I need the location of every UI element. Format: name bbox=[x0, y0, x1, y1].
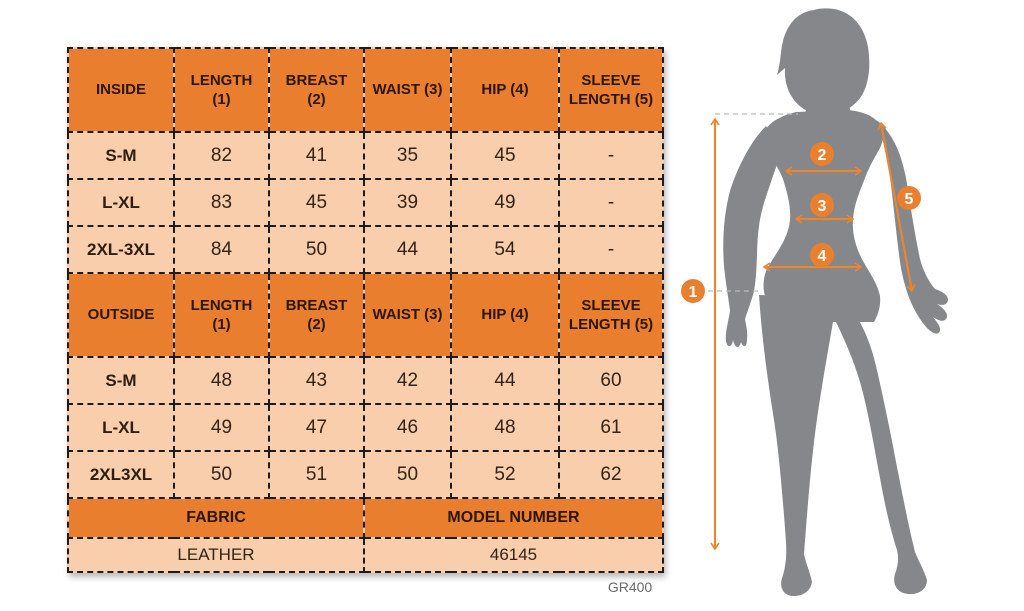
section-label-cell: OUTSIDE bbox=[67, 272, 175, 358]
column-header-cell: LENGTH (1) bbox=[173, 47, 270, 133]
measurement-value-cell: 82 bbox=[173, 131, 270, 180]
fabric-value-cell: LEATHER bbox=[67, 537, 365, 573]
footer-value-row: LEATHER 46145 bbox=[67, 537, 664, 573]
measurement-value-cell: 45 bbox=[268, 178, 365, 227]
size-label-cell: L-XL bbox=[67, 403, 175, 452]
fabric-label-cell: FABRIC bbox=[67, 497, 365, 539]
measurement-value-cell: - bbox=[558, 225, 664, 274]
measurement-value-cell: 61 bbox=[558, 403, 664, 452]
size-data-row: L-XL 83 45 39 49- bbox=[67, 178, 664, 227]
measurement-value-cell: 52 bbox=[450, 450, 560, 499]
size-data-row: S-M 82 41 35 45- bbox=[67, 131, 664, 180]
measurement-value-cell: 50 bbox=[268, 225, 365, 274]
marker-number-3: 3 bbox=[818, 198, 827, 215]
column-header-cell: HIP (4) bbox=[450, 272, 560, 358]
size-label-cell: S-M bbox=[67, 356, 175, 405]
measurement-value-cell: 42 bbox=[363, 356, 452, 405]
silhouette-left-leg bbox=[759, 295, 834, 596]
column-header-cell: HIP (4) bbox=[450, 47, 560, 133]
measure-marker-1: 1 bbox=[681, 279, 705, 303]
measurement-value-cell: 54 bbox=[450, 225, 560, 274]
column-header-cell: LENGTH (1) bbox=[173, 272, 270, 358]
silhouette-right-leg bbox=[832, 310, 927, 595]
measurement-value-cell: 44 bbox=[363, 225, 452, 274]
measurement-value-cell: 46 bbox=[363, 403, 452, 452]
size-label-cell: 2XL3XL bbox=[67, 450, 175, 499]
measurement-value-cell: 84 bbox=[173, 225, 270, 274]
marker-number-2: 2 bbox=[818, 147, 827, 164]
column-header-cell: BREAST (2) bbox=[268, 272, 365, 358]
column-header-cell: SLEEVE LENGTH (5) bbox=[558, 47, 664, 133]
size-label-cell: L-XL bbox=[67, 178, 175, 227]
measurement-value-cell: 48 bbox=[173, 356, 270, 405]
size-data-row: 2XL3XL 50 51 50 52 62 bbox=[67, 450, 664, 499]
silhouette-left-arm bbox=[723, 126, 780, 348]
measurement-value-cell: 45 bbox=[450, 131, 560, 180]
measurement-value-cell: 62 bbox=[558, 450, 664, 499]
size-label-cell: S-M bbox=[67, 131, 175, 180]
model-number-value-cell: 46145 bbox=[363, 537, 664, 573]
silhouette-hair-head bbox=[777, 8, 870, 115]
column-header-cell: WAIST (3) bbox=[363, 272, 452, 358]
measurement-value-cell: 41 bbox=[268, 131, 365, 180]
measurement-value-cell: 47 bbox=[268, 403, 365, 452]
measure-marker-5: 5 bbox=[897, 186, 921, 210]
marker-circle-5 bbox=[897, 186, 921, 210]
woman-silhouette bbox=[723, 8, 948, 596]
measurement-value-cell: 48 bbox=[450, 403, 560, 452]
size-label-cell: 2XL-3XL bbox=[67, 225, 175, 274]
size-data-row: 2XL-3XL 84 50 44 54- bbox=[67, 225, 664, 274]
column-header-cell: BREAST (2) bbox=[268, 47, 365, 133]
measurement-value-cell: 49 bbox=[450, 178, 560, 227]
measure-marker-3: 3 bbox=[810, 193, 834, 217]
marker-circle-3 bbox=[810, 193, 834, 217]
measurement-markers: 1 2 3 4 5 bbox=[681, 142, 921, 303]
measurement-value-cell: 44 bbox=[450, 356, 560, 405]
measurement-value-cell: 39 bbox=[363, 178, 452, 227]
measurement-value-cell: 50 bbox=[173, 450, 270, 499]
size-data-row: S-M 48 43 42 44 60 bbox=[67, 356, 664, 405]
section-header-row: INSIDE LENGTH (1) BREAST (2) WAIST (3) HIP (… bbox=[67, 47, 664, 133]
measure-marker-2: 2 bbox=[810, 142, 834, 166]
measurement-value-cell: - bbox=[558, 131, 664, 180]
marker-number-1: 1 bbox=[689, 284, 698, 301]
body-measurement-diagram: 1 2 3 4 5 bbox=[681, 8, 948, 596]
footer-header-row: FABRIC MODEL NUMBER bbox=[67, 497, 664, 539]
size-chart-table: INSIDE LENGTH (1) BREAST (2) WAIST (3) HIP (… bbox=[67, 47, 664, 573]
model-number-label-cell: MODEL NUMBER bbox=[363, 497, 664, 539]
measure-marker-4: 4 bbox=[810, 243, 834, 267]
column-header-cell: WAIST (3) bbox=[363, 47, 452, 133]
measurement-value-cell: 35 bbox=[363, 131, 452, 180]
marker-circle-1 bbox=[681, 279, 705, 303]
section-label-cell: INSIDE bbox=[67, 47, 175, 133]
measurement-value-cell: 43 bbox=[268, 356, 365, 405]
column-header-cell: SLEEVE LENGTH (5) bbox=[558, 272, 664, 358]
sleeve-arrow bbox=[877, 121, 916, 293]
size-data-row: L-XL 49 47 46 48 61 bbox=[67, 403, 664, 452]
section-header-row: OUTSIDE LENGTH (1) BREAST (2) WAIST (3) HIP … bbox=[67, 272, 664, 358]
leader-lines bbox=[708, 113, 798, 292]
measurement-value-cell: - bbox=[558, 178, 664, 227]
measurement-value-cell: 83 bbox=[173, 178, 270, 227]
measurement-arrows bbox=[710, 117, 916, 551]
marker-number-5: 5 bbox=[905, 191, 914, 208]
measurement-value-cell: 49 bbox=[173, 403, 270, 452]
marker-number-4: 4 bbox=[818, 248, 827, 265]
measurement-value-cell: 60 bbox=[558, 356, 664, 405]
measurement-value-cell: 50 bbox=[363, 450, 452, 499]
marker-circle-4 bbox=[810, 243, 834, 267]
size-chart-body: INSIDE LENGTH (1) BREAST (2) WAIST (3) HIP (… bbox=[67, 47, 664, 573]
model-code: GR400 bbox=[607, 579, 653, 595]
marker-circle-2 bbox=[810, 142, 834, 166]
measurement-value-cell: 51 bbox=[268, 450, 365, 499]
